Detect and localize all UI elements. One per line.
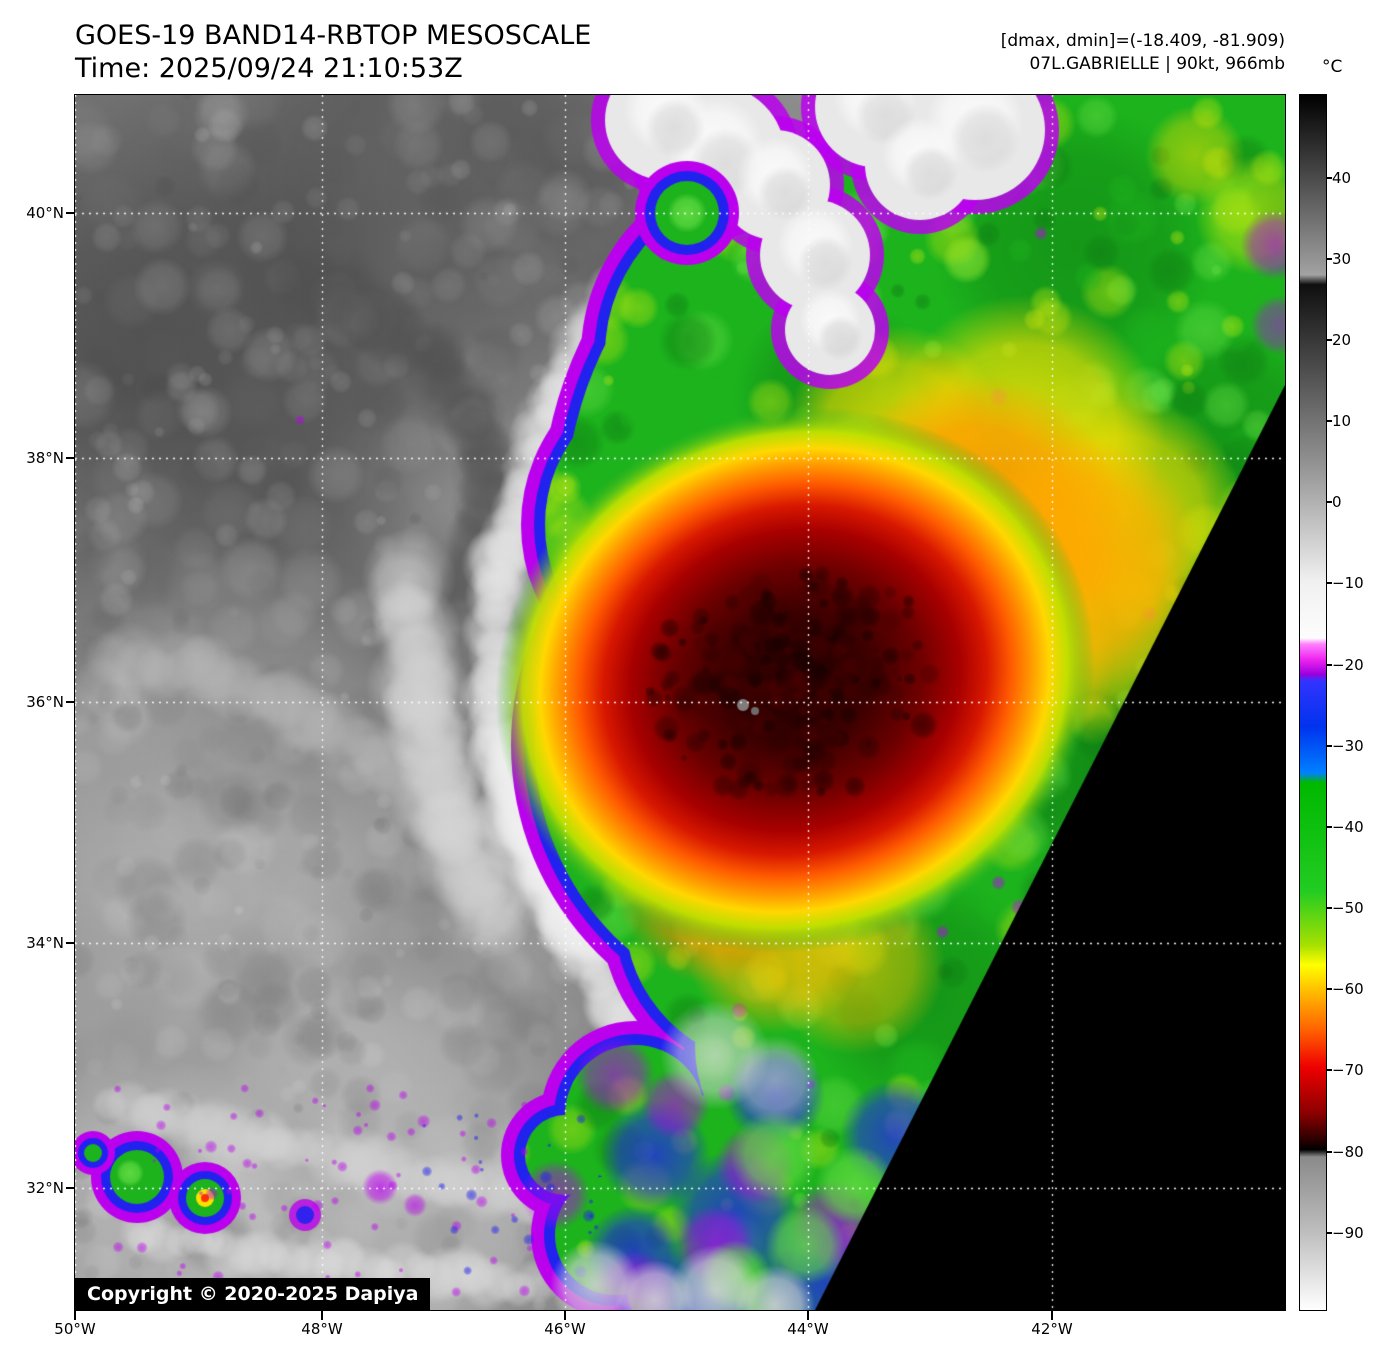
colorbar-tick-label: 20 — [1332, 330, 1352, 349]
lat-axis-label: 40°N — [26, 204, 64, 222]
colorbar-tick-labels: 40 30 20 10 0 −10 −20 −30 −40 −50 −60 −70 −80 −90 — [1332, 95, 1386, 1310]
colorbar-tick-label: 0 — [1332, 493, 1342, 512]
colorbar-tick-label: −70 — [1332, 1061, 1364, 1080]
lat-axis-label: 32°N — [26, 1179, 64, 1197]
storm-info: 07L.GABRIELLE | 90kt, 966mb — [1029, 54, 1285, 74]
lat-tick-mark — [66, 701, 75, 703]
timestamp: Time: 2025/09/24 21:10:53Z — [75, 53, 463, 84]
colorbar-tick-label: −50 — [1332, 899, 1364, 918]
colorbar-tick-mark — [1327, 1231, 1332, 1234]
colorbar-tick-mark — [1327, 1150, 1332, 1153]
lat-tick-mark — [66, 942, 75, 944]
page-title: GOES-19 BAND14-RBTOP MESOSCALE — [75, 20, 592, 51]
colorbar-tick-label: −80 — [1332, 1142, 1364, 1161]
colorbar-tick-mark — [1327, 825, 1332, 828]
colorbar-tick-label: −40 — [1332, 817, 1364, 836]
lat-tick-mark — [66, 212, 75, 214]
lon-tick-mark — [564, 1311, 566, 1320]
lat-tick-mark — [66, 457, 75, 459]
colorbar-tick-label: −30 — [1332, 736, 1364, 755]
colorbar-tick-mark — [1327, 1069, 1332, 1072]
lat-axis-label: 38°N — [26, 449, 64, 467]
lon-tick-mark — [321, 1311, 323, 1320]
lon-axis-label: 44°W — [787, 1320, 829, 1338]
dmax-dmin-readout: [dmax, dmin]=(-18.409, -81.909) — [1000, 31, 1285, 51]
colorbar-tick-mark — [1327, 663, 1332, 666]
colorbar-tick-mark — [1327, 257, 1332, 260]
lon-tick-mark — [74, 1311, 76, 1320]
lon-axis-label: 42°W — [1031, 1320, 1073, 1338]
colorbar-tick-mark — [1327, 988, 1332, 991]
lon-axis-label: 48°W — [301, 1320, 343, 1338]
colorbar — [1299, 94, 1327, 1311]
lon-tick-mark — [807, 1311, 809, 1320]
lat-axis-label: 36°N — [26, 693, 64, 711]
colorbar-tick-mark — [1327, 420, 1332, 423]
colorbar-unit-label: °C — [1322, 57, 1343, 77]
colorbar-tick-mark — [1327, 744, 1332, 747]
lon-axis-label: 50°W — [54, 1320, 96, 1338]
satellite-canvas — [75, 95, 1285, 1310]
colorbar-tick-label: −60 — [1332, 980, 1364, 999]
lon-tick-mark — [1051, 1311, 1053, 1320]
lat-tick-mark — [66, 1187, 75, 1189]
colorbar-tick-mark — [1327, 176, 1332, 179]
colorbar-tick-mark — [1327, 907, 1332, 910]
colorbar-tick-label: 30 — [1332, 249, 1352, 268]
satellite-map: Copyright © 2020-2025 Dapiya — [74, 94, 1286, 1311]
colorbar-tick-label: −20 — [1332, 655, 1364, 674]
colorbar-tick-label: 10 — [1332, 412, 1352, 431]
lon-axis-label: 46°W — [544, 1320, 586, 1338]
colorbar-tick-mark — [1327, 501, 1332, 504]
lat-axis-label: 34°N — [26, 934, 64, 952]
colorbar-tick-label: −10 — [1332, 574, 1364, 593]
colorbar-tick-label: −90 — [1332, 1223, 1364, 1242]
colorbar-tick-mark — [1327, 582, 1332, 585]
copyright-label: Copyright © 2020-2025 Dapiya — [75, 1278, 431, 1310]
colorbar-tick-mark — [1327, 338, 1332, 341]
colorbar-tick-label: 40 — [1332, 168, 1352, 187]
